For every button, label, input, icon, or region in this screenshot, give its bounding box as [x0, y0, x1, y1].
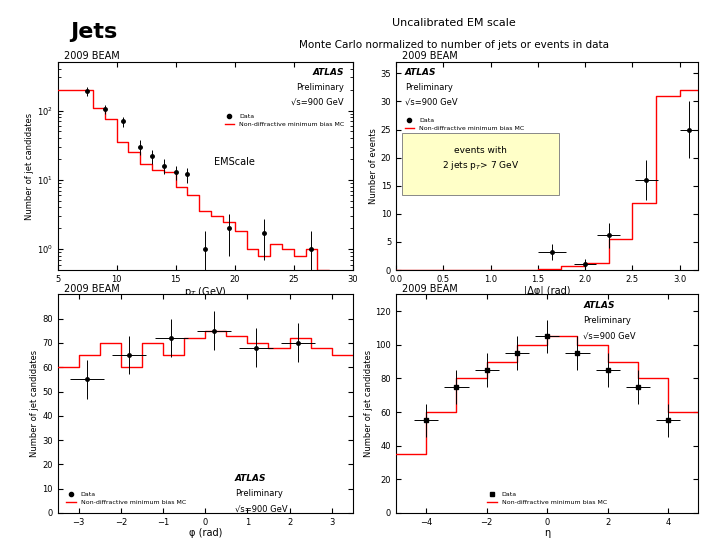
Legend: Data, Non-diffractive minimum bias MC: Data, Non-diffractive minimum bias MC — [402, 115, 527, 134]
Y-axis label: Number of jet candidates: Number of jet candidates — [364, 350, 373, 457]
Text: √s=900 GeV: √s=900 GeV — [292, 97, 344, 106]
Y-axis label: Number of jet candidates: Number of jet candidates — [25, 112, 34, 220]
Text: EMScale: EMScale — [215, 157, 255, 167]
Text: ATLAS: ATLAS — [312, 69, 344, 77]
Y-axis label: Number of events: Number of events — [369, 128, 378, 204]
Text: 2009 BEAM: 2009 BEAM — [63, 51, 120, 62]
X-axis label: p$_{T}$ (GeV): p$_{T}$ (GeV) — [184, 285, 227, 299]
Text: Preliminary: Preliminary — [296, 83, 344, 92]
Text: 2009 BEAM: 2009 BEAM — [402, 284, 458, 294]
Text: √s=900 GeV: √s=900 GeV — [405, 97, 458, 106]
Y-axis label: Number of jet candidates: Number of jet candidates — [30, 350, 40, 457]
Text: Jets: Jets — [70, 22, 117, 43]
Legend: Data, Non-diffractive minimum bias MC: Data, Non-diffractive minimum bias MC — [222, 111, 347, 130]
X-axis label: φ (rad): φ (rad) — [189, 528, 222, 538]
FancyBboxPatch shape — [402, 133, 559, 195]
Text: Uncalibrated EM scale: Uncalibrated EM scale — [392, 18, 516, 28]
Text: ATLAS: ATLAS — [583, 301, 615, 310]
X-axis label: |Δφ| (rad): |Δφ| (rad) — [524, 285, 570, 296]
Text: ATLAS: ATLAS — [235, 474, 266, 483]
Text: events with
2 jets p$_T$> 7 GeV: events with 2 jets p$_T$> 7 GeV — [442, 145, 519, 172]
Text: 2009 BEAM: 2009 BEAM — [63, 284, 120, 294]
Text: Monte Carlo normalized to number of jets or events in data: Monte Carlo normalized to number of jets… — [299, 39, 608, 50]
Text: 2009 BEAM: 2009 BEAM — [402, 51, 458, 62]
Text: √s=900 GeV: √s=900 GeV — [583, 332, 636, 341]
Text: Preliminary: Preliminary — [405, 83, 453, 92]
Text: √s=900 GeV: √s=900 GeV — [235, 504, 287, 513]
Text: ATLAS: ATLAS — [405, 69, 436, 77]
Legend: Data, Non-diffractive minimum bias MC: Data, Non-diffractive minimum bias MC — [63, 489, 189, 508]
X-axis label: η: η — [544, 528, 550, 538]
Text: Preliminary: Preliminary — [583, 316, 631, 325]
Legend: Data, Non-diffractive minimum bias MC: Data, Non-diffractive minimum bias MC — [485, 489, 610, 508]
Text: Preliminary: Preliminary — [235, 489, 282, 498]
